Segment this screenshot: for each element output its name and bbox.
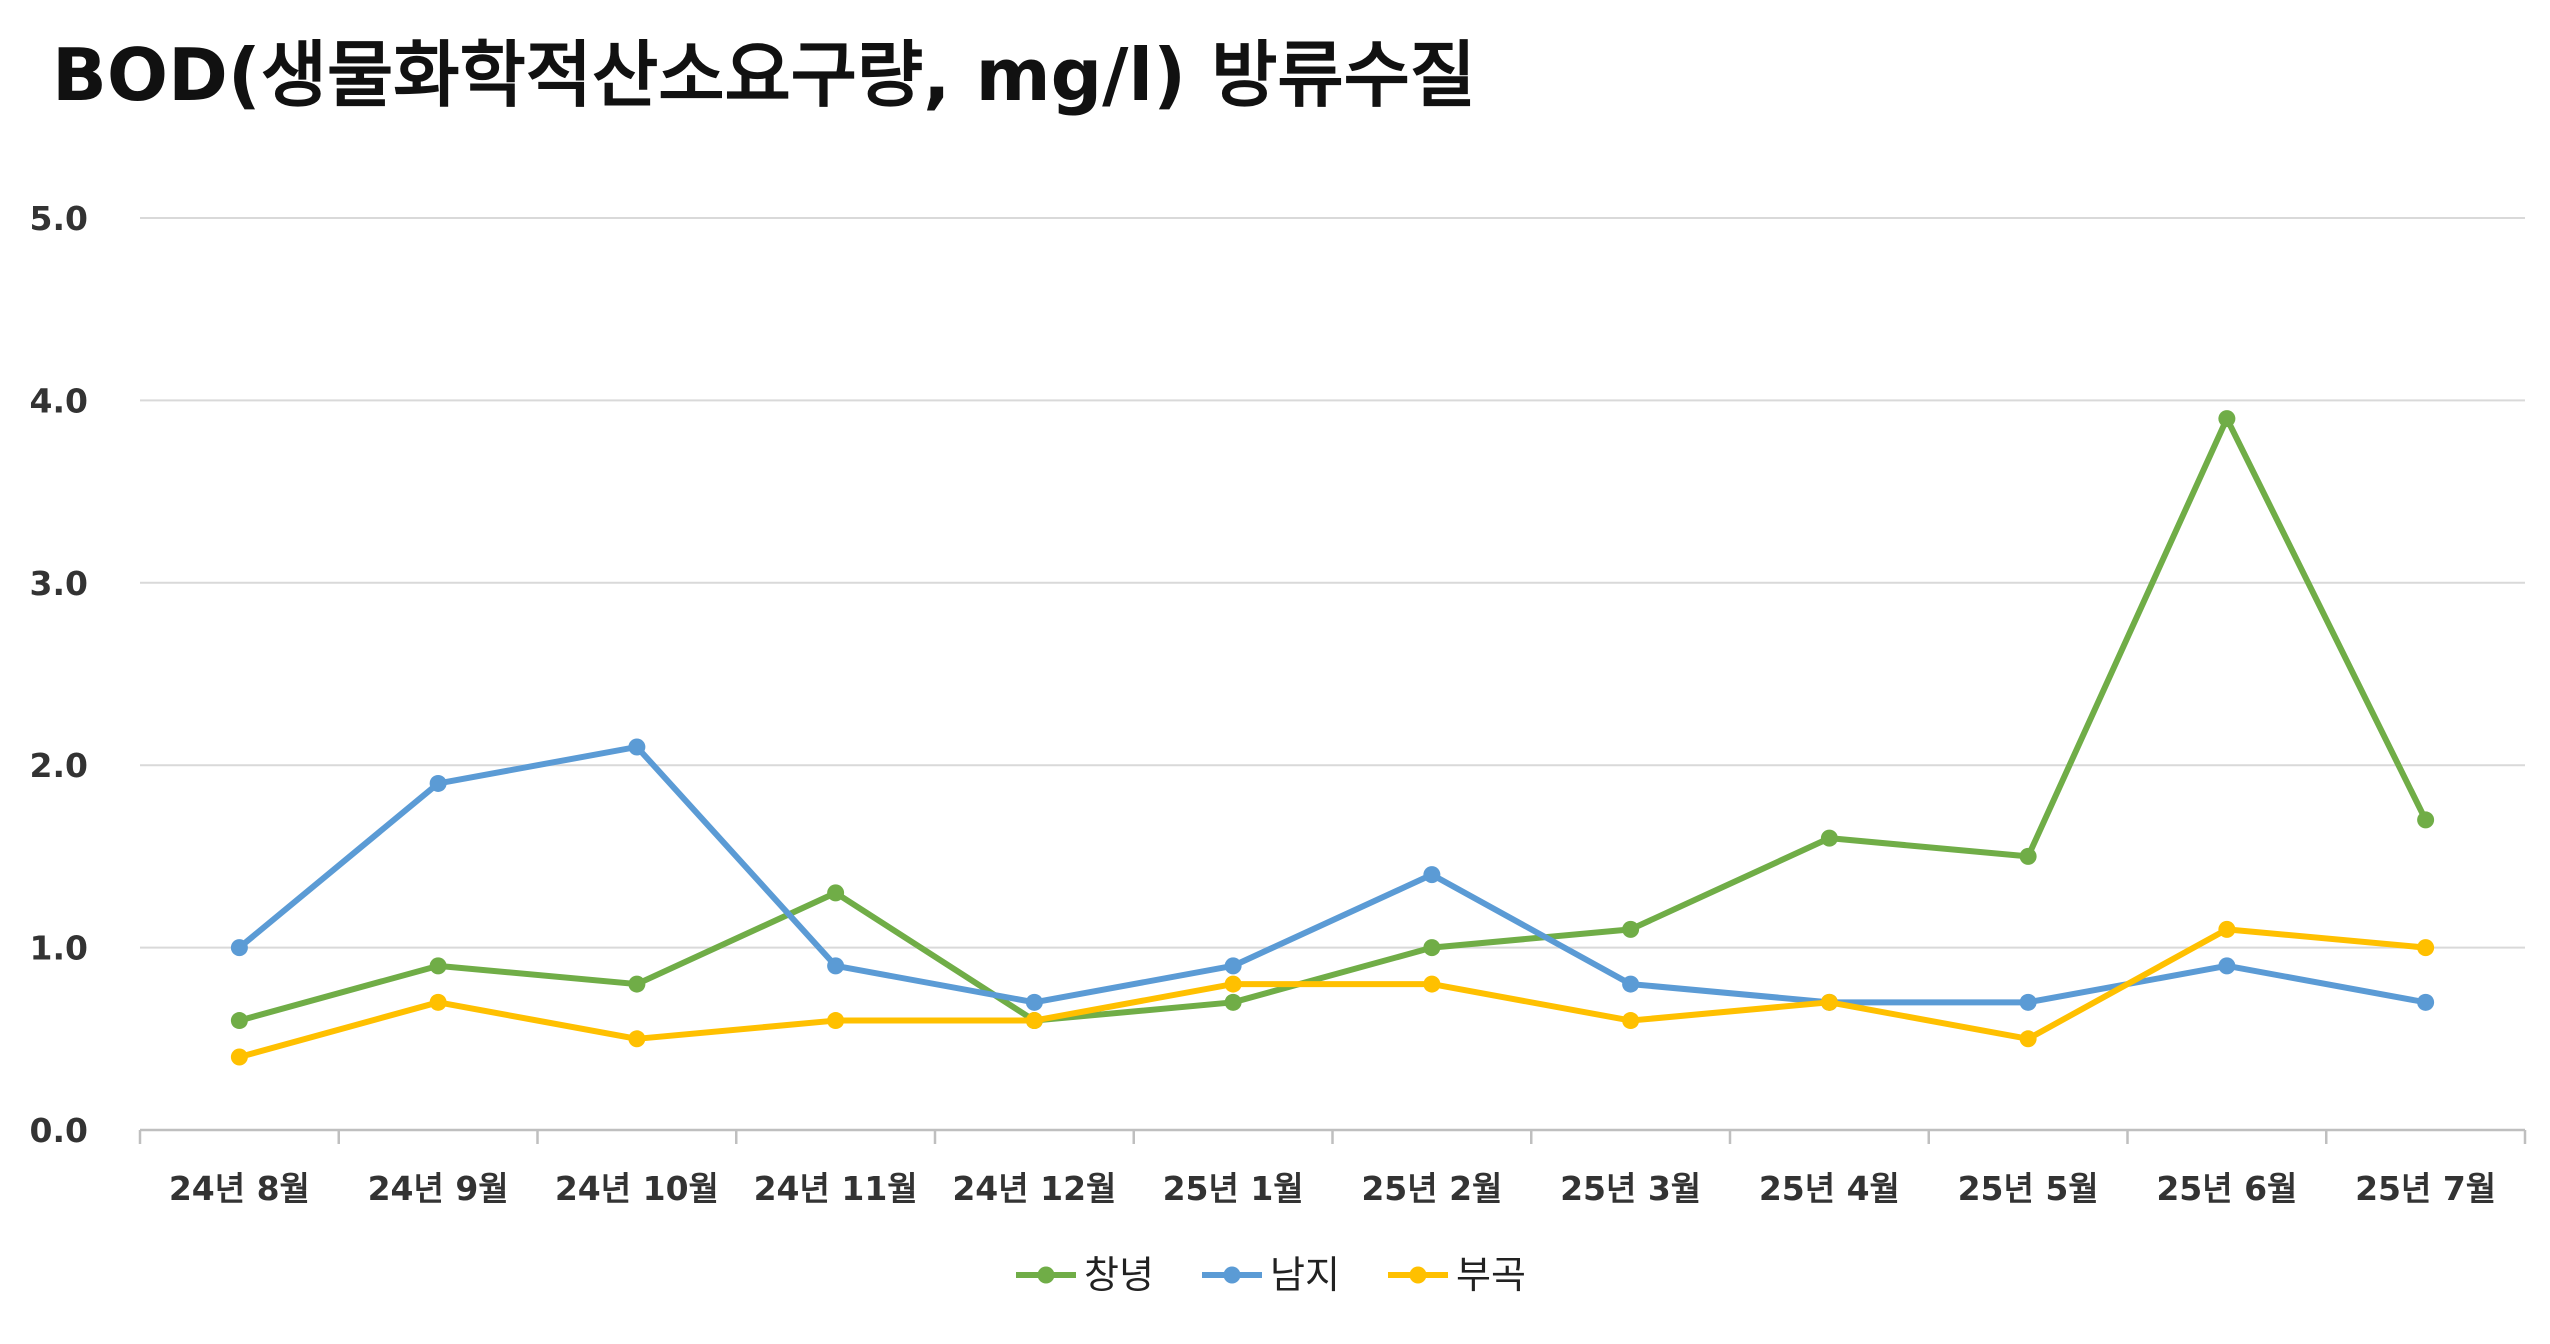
legend-item: 부곡 <box>1388 1253 1526 1297</box>
data-point <box>1025 1012 1043 1030</box>
data-point <box>2019 1030 2037 1048</box>
data-point <box>230 1012 248 1030</box>
series-line <box>236 743 2429 1006</box>
series-남지 <box>230 738 2435 1011</box>
x-tick-label: 25년 6월 <box>2156 1169 2297 1208</box>
data-point <box>230 1048 248 1066</box>
x-tick-label: 25년 4월 <box>1759 1169 1900 1208</box>
data-point <box>1224 993 1242 1011</box>
x-tick-label: 25년 5월 <box>1958 1169 2099 1208</box>
data-point <box>1423 975 1441 993</box>
y-tick-label: 2.0 <box>30 746 88 785</box>
legend-swatch-marker <box>1409 1266 1427 1284</box>
series-line <box>236 415 2429 1024</box>
legend-item: 남지 <box>1202 1253 1340 1297</box>
x-axis-ticks: 24년 8월 24년 9월 24년 10월 24년 11월 24년 12월 25년 1월 2… <box>169 1169 2496 1208</box>
data-point <box>1423 866 1441 884</box>
data-point <box>2417 993 2435 1011</box>
series-lines <box>230 410 2435 1066</box>
x-axis <box>138 1128 2527 1144</box>
x-tick-label: 25년 3월 <box>1560 1169 1701 1208</box>
y-tick-label: 4.0 <box>30 381 88 420</box>
legend-label: 창녕 <box>1084 1253 1154 1297</box>
data-point <box>1622 1012 1640 1030</box>
chart-title: BOD(생물화학적산소요구량, mg/l) 방류수질 <box>52 33 1476 117</box>
series-line <box>236 926 2429 1061</box>
x-tick-label: 25년 1월 <box>1163 1169 1304 1208</box>
legend-label: 부곡 <box>1456 1253 1526 1297</box>
data-point <box>2417 811 2435 829</box>
data-point <box>827 957 845 975</box>
data-point <box>2218 957 2236 975</box>
y-tick-label: 1.0 <box>30 929 88 968</box>
data-point <box>1820 829 1838 847</box>
data-point <box>827 1012 845 1030</box>
series-창녕 <box>230 410 2435 1030</box>
y-tick-label: 3.0 <box>30 564 88 603</box>
data-point <box>429 774 447 792</box>
data-point <box>827 884 845 902</box>
data-point <box>628 738 646 756</box>
data-point <box>1025 993 1043 1011</box>
data-point <box>2019 847 2037 865</box>
legend-label: 남지 <box>1270 1253 1340 1297</box>
legend-item: 창녕 <box>1016 1253 1154 1297</box>
data-point <box>628 975 646 993</box>
x-tick-label: 24년 9월 <box>368 1169 509 1208</box>
data-point <box>2218 920 2236 938</box>
data-point <box>1224 975 1242 993</box>
data-point <box>1820 993 1838 1011</box>
data-point <box>1224 957 1242 975</box>
legend-swatch-marker <box>1223 1266 1241 1284</box>
data-point <box>1423 939 1441 957</box>
y-axis-ticks: 0.0 1.0 2.0 3.0 4.0 5.0 <box>30 199 88 1150</box>
data-point <box>429 957 447 975</box>
legend: 창녕 남지 부곡 <box>1016 1253 1526 1297</box>
data-point <box>2218 410 2236 428</box>
data-point <box>1622 975 1640 993</box>
gridlines <box>140 217 2525 949</box>
x-tick-label: 24년 12월 <box>952 1169 1116 1208</box>
data-point <box>230 939 248 957</box>
y-tick-label: 0.0 <box>30 1111 88 1150</box>
data-point <box>2417 939 2435 957</box>
data-point <box>628 1030 646 1048</box>
y-tick-label: 5.0 <box>30 199 88 238</box>
x-tick-label: 25년 7월 <box>2355 1169 2496 1208</box>
data-point <box>429 993 447 1011</box>
legend-swatch-marker <box>1037 1266 1055 1284</box>
x-tick-label: 24년 8월 <box>169 1169 310 1208</box>
x-tick-label: 24년 11월 <box>754 1169 918 1208</box>
series-부곡 <box>230 920 2435 1066</box>
data-point <box>1622 920 1640 938</box>
x-tick-label: 24년 10월 <box>555 1169 719 1208</box>
x-tick-label: 25년 2월 <box>1361 1169 1502 1208</box>
data-point <box>2019 993 2037 1011</box>
